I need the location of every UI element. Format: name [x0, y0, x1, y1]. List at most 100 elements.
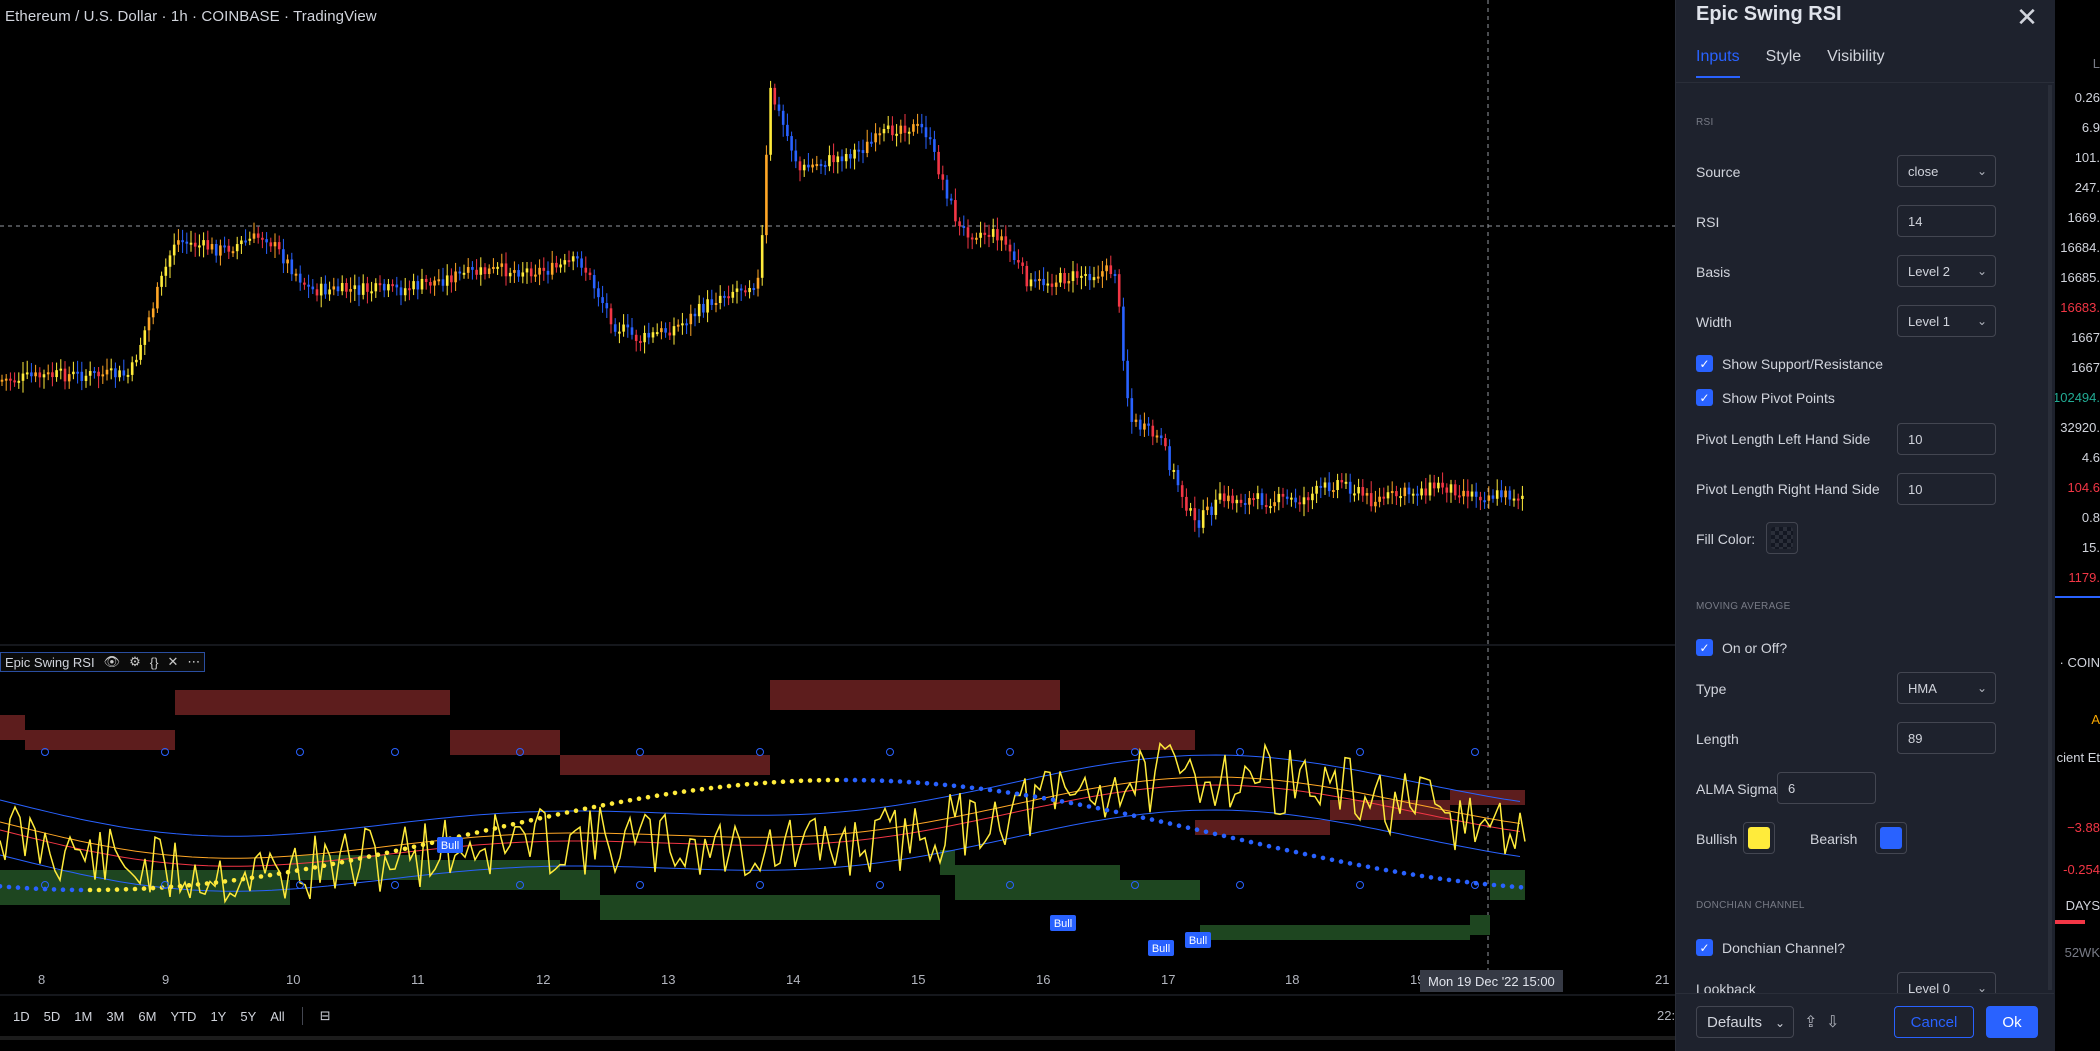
bearish-color-swatch[interactable] [1875, 822, 1907, 854]
price-candle [857, 149, 861, 152]
pivot-marker [516, 881, 524, 889]
hma-dot [753, 781, 759, 786]
chart-area[interactable]: Bull Bull Bull Bull Ethereum / U.S. Dollar … [0, 0, 1675, 1051]
range-5y[interactable]: 5Y [240, 1008, 257, 1024]
hma-dot [519, 820, 525, 825]
hma-dot [978, 786, 984, 792]
range-ytd[interactable]: YTD [170, 1008, 197, 1024]
range-6m[interactable]: 6M [138, 1008, 157, 1024]
price-candle [664, 328, 667, 333]
alma-sigma-input[interactable] [1777, 772, 1876, 804]
price-candle [466, 267, 470, 273]
tab-divider [1676, 82, 2054, 83]
fill-color-swatch[interactable] [1766, 522, 1798, 554]
horizontal-scrollbar[interactable] [0, 1036, 1675, 1040]
close-icon[interactable]: ✕ [2016, 2, 2038, 32]
price-candle [1323, 482, 1327, 488]
watchlist-value: 15. [2081, 540, 2100, 555]
price-candle [601, 297, 604, 304]
time-axis-label: 15 [911, 972, 926, 987]
dialog-scrollbar[interactable] [2048, 85, 2052, 990]
range-all[interactable]: All [270, 1008, 285, 1024]
date-range-icon[interactable]: ⊟ [319, 1008, 331, 1023]
hma-dot [771, 780, 777, 785]
price-candle [1302, 497, 1306, 505]
show-sr-checkbox[interactable]: ✓ Show Support/Resistance [1696, 355, 1883, 372]
price-candle [874, 133, 877, 143]
range-1d[interactable]: 1D [13, 1008, 30, 1024]
range-1m[interactable]: 1M [74, 1008, 93, 1024]
save-template-icon[interactable]: ⇪ [1804, 1014, 1818, 1031]
on-off-checkbox[interactable]: ✓ On or Off? [1696, 639, 1787, 656]
price-candle [521, 272, 525, 277]
donchian-checkbox[interactable]: ✓ Donchian Channel? [1696, 939, 1845, 956]
hma-dot [798, 778, 804, 784]
source-select[interactable]: close ⌄ [1897, 155, 1996, 187]
show-pivot-checkbox[interactable]: ✓ Show Pivot Points [1696, 389, 1835, 406]
chart-canvas[interactable]: Bull Bull Bull Bull [0, 0, 1675, 1051]
rsi-length-input[interactable] [1897, 205, 1996, 237]
price-candle [912, 124, 915, 132]
length-input[interactable] [1897, 722, 1996, 754]
resistance-band [450, 730, 560, 755]
bullish-label: Bullish [1696, 831, 1738, 847]
pivot-marker [391, 748, 399, 756]
support-band [1120, 880, 1200, 900]
price-candle [1424, 488, 1428, 496]
hma-dot [951, 783, 957, 789]
price-candle [1017, 260, 1020, 263]
fill-color-label: Fill Color: [1696, 531, 1756, 547]
eye-icon[interactable]: 👁 [103, 654, 121, 669]
source-code-icon[interactable]: {} [149, 654, 159, 670]
cancel-button[interactable]: Cancel [1894, 1006, 1974, 1038]
tab-inputs[interactable]: Inputs [1696, 48, 1740, 78]
rsi-line [0, 741, 1526, 904]
type-select[interactable]: HMA ⌄ [1897, 672, 1996, 704]
ok-button[interactable]: Ok [1986, 1006, 2038, 1038]
price-candle [1067, 280, 1071, 284]
toolbar-divider [301, 1007, 303, 1025]
lookback-select[interactable]: Level 0 ⌄ [1897, 972, 1996, 993]
more-icon[interactable]: ⋯ [187, 654, 201, 669]
hma-dot [141, 886, 147, 891]
remove-icon[interactable]: ✕ [167, 654, 179, 669]
range-1y[interactable]: 1Y [210, 1008, 227, 1024]
bullish-color-swatch[interactable] [1743, 822, 1775, 854]
range-3m[interactable]: 3M [106, 1008, 125, 1024]
load-template-icon[interactable]: ⇩ [1826, 1014, 1840, 1031]
hma-dot [960, 784, 966, 789]
price-candle [1479, 496, 1482, 501]
tab-style[interactable]: Style [1765, 48, 1802, 65]
width-select[interactable]: Level 1 ⌄ [1897, 305, 1996, 337]
price-candle [475, 269, 478, 275]
price-candle [483, 267, 487, 275]
hma-dot [204, 881, 210, 886]
transparent-pattern [1771, 527, 1793, 549]
hma-dot [564, 810, 570, 815]
basis-select[interactable]: Level 2 ⌄ [1897, 255, 1996, 287]
price-candle [1080, 275, 1083, 278]
indicator-legend[interactable]: Epic Swing RSI 👁 ⚙ {} ✕ ⋯ [0, 652, 206, 672]
settings-icon[interactable]: ⚙ [129, 654, 141, 669]
width-value: Level 1 [1908, 313, 1950, 329]
price-candle [710, 299, 714, 305]
watchlist-value: 1179. [2068, 570, 2100, 585]
price-candle [1441, 482, 1444, 488]
hma-dot [591, 804, 597, 810]
pivot-left-input[interactable] [1897, 423, 1996, 455]
price-candle [639, 340, 642, 343]
defaults-dropdown[interactable]: Defaults ⌄ [1696, 1006, 1794, 1038]
watchlist-value: 32920. [2060, 420, 2100, 435]
tab-visibility[interactable]: Visibility [1827, 48, 1885, 65]
hma-dot [879, 778, 885, 783]
price-candle [685, 323, 688, 326]
hma-dot [789, 778, 795, 784]
price-candle [1285, 496, 1289, 499]
price-candle [387, 284, 390, 291]
bullish-color [1748, 827, 1770, 849]
pivot-marker [756, 748, 764, 756]
range-5d[interactable]: 5D [43, 1008, 61, 1024]
price-candle [1059, 272, 1062, 283]
pivot-right-input[interactable] [1897, 473, 1996, 505]
price-candle [693, 313, 697, 317]
